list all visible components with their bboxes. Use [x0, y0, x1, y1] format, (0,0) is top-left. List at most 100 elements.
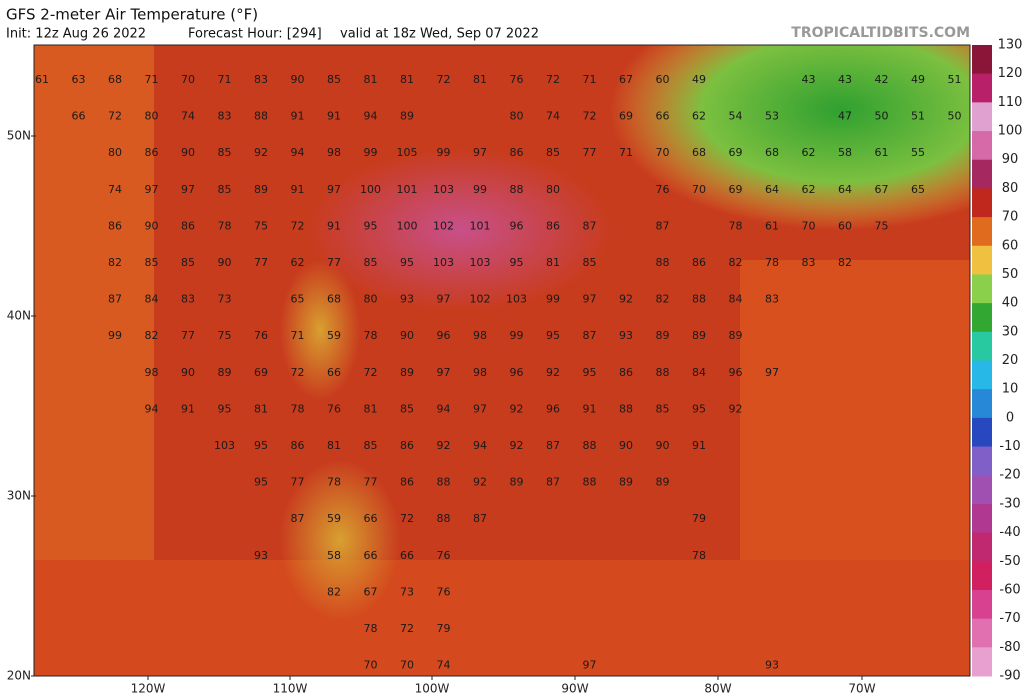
- temp-label: 86: [400, 476, 414, 489]
- temp-label: 94: [145, 402, 159, 415]
- temp-label: 85: [364, 439, 378, 452]
- temp-label: 97: [145, 183, 159, 196]
- temp-label: 84: [145, 293, 159, 306]
- colorbar-label: -10: [999, 439, 1020, 454]
- colorbar-segment: [972, 532, 992, 562]
- colorbar-label: -90: [999, 669, 1020, 684]
- temp-label: 95: [400, 256, 414, 269]
- temp-label: 96: [437, 329, 451, 342]
- colorbar-label: 10: [1002, 382, 1019, 397]
- temp-label: 81: [473, 73, 487, 86]
- temp-label: 49: [911, 73, 925, 86]
- temp-label: 86: [546, 219, 560, 232]
- temp-label: 86: [510, 146, 524, 159]
- temp-label: 93: [400, 293, 414, 306]
- temp-label: 96: [546, 402, 560, 415]
- temp-label: 89: [400, 366, 414, 379]
- temp-label: 92: [473, 476, 487, 489]
- temp-label: 62: [802, 183, 816, 196]
- colorbar: 1301201101009080706050403020100-10-20-30…: [972, 38, 1022, 684]
- temp-label: 86: [619, 366, 633, 379]
- colorbar-segment: [972, 331, 992, 361]
- temp-label: 74: [181, 110, 195, 123]
- temp-label: 88: [692, 293, 706, 306]
- temp-label: 85: [656, 402, 670, 415]
- lat-label: 20N: [7, 669, 31, 683]
- colorbar-label: 40: [1002, 296, 1019, 311]
- temp-label: 91: [583, 402, 597, 415]
- temp-label: 95: [510, 256, 524, 269]
- temp-label: 85: [364, 256, 378, 269]
- temp-label: 97: [473, 146, 487, 159]
- colorbar-segment: [972, 389, 992, 419]
- temp-label: 87: [583, 219, 597, 232]
- temp-label: 103: [506, 293, 527, 306]
- temp-label: 87: [108, 293, 122, 306]
- temp-label: 80: [108, 146, 122, 159]
- map: [34, 45, 970, 676]
- temp-label: 92: [510, 439, 524, 452]
- temp-label: 95: [583, 366, 597, 379]
- temp-label: 78: [291, 402, 305, 415]
- temp-label: 58: [838, 146, 852, 159]
- temp-label: 92: [546, 366, 560, 379]
- temp-label: 80: [510, 110, 524, 123]
- temp-label: 80: [145, 110, 159, 123]
- temp-label: 83: [765, 293, 779, 306]
- temp-label: 86: [181, 219, 195, 232]
- temp-label: 71: [291, 329, 305, 342]
- colorbar-segment: [972, 188, 992, 218]
- source: TROPICALTIDBITS.COM: [791, 25, 970, 41]
- temp-label: 99: [510, 329, 524, 342]
- temp-label: 73: [218, 293, 232, 306]
- temp-label: 85: [400, 402, 414, 415]
- colorbar-label: -30: [999, 496, 1020, 511]
- temp-label: 88: [437, 476, 451, 489]
- colorbar-label: -70: [999, 611, 1020, 626]
- temp-label: 69: [729, 146, 743, 159]
- temp-label: 66: [72, 110, 86, 123]
- temp-label: 98: [473, 329, 487, 342]
- temp-label: 102: [470, 293, 491, 306]
- temp-label: 76: [254, 329, 268, 342]
- temp-label: 105: [397, 146, 418, 159]
- temp-label: 75: [875, 219, 889, 232]
- colorbar-segment: [972, 446, 992, 476]
- temp-label: 77: [364, 476, 378, 489]
- temp-label: 89: [218, 366, 232, 379]
- temp-label: 81: [364, 402, 378, 415]
- colorbar-segment: [972, 159, 992, 189]
- temp-label: 86: [145, 146, 159, 159]
- temp-label: 71: [583, 73, 597, 86]
- temp-label: 95: [692, 402, 706, 415]
- temp-label: 78: [364, 329, 378, 342]
- temp-label: 91: [181, 402, 195, 415]
- temp-label: 77: [291, 476, 305, 489]
- temp-label: 100: [397, 219, 418, 232]
- temp-label: 68: [765, 146, 779, 159]
- temp-label: 64: [838, 183, 852, 196]
- colorbar-segment: [972, 618, 992, 648]
- colorbar-label: -80: [999, 640, 1020, 655]
- temp-label: 58: [327, 549, 341, 562]
- temp-label: 72: [546, 73, 560, 86]
- temp-label: 90: [181, 366, 195, 379]
- temp-label: 69: [619, 110, 633, 123]
- lat-label: 50N: [7, 129, 31, 143]
- temp-label: 90: [218, 256, 232, 269]
- temp-label: 93: [619, 329, 633, 342]
- temp-label: 76: [510, 73, 524, 86]
- temp-label: 86: [108, 219, 122, 232]
- temp-label: 87: [656, 219, 670, 232]
- valid-time: valid at 18z Wed, Sep 07 2022: [340, 27, 539, 42]
- temp-label: 72: [291, 219, 305, 232]
- temp-label: 61: [35, 73, 49, 86]
- temp-label: 61: [765, 219, 779, 232]
- temp-label: 81: [546, 256, 560, 269]
- temp-label: 103: [433, 183, 454, 196]
- temp-label: 91: [692, 439, 706, 452]
- colorbar-label: 120: [998, 66, 1023, 81]
- temp-label: 79: [692, 512, 706, 525]
- temp-label: 70: [692, 183, 706, 196]
- temp-label: 70: [802, 219, 816, 232]
